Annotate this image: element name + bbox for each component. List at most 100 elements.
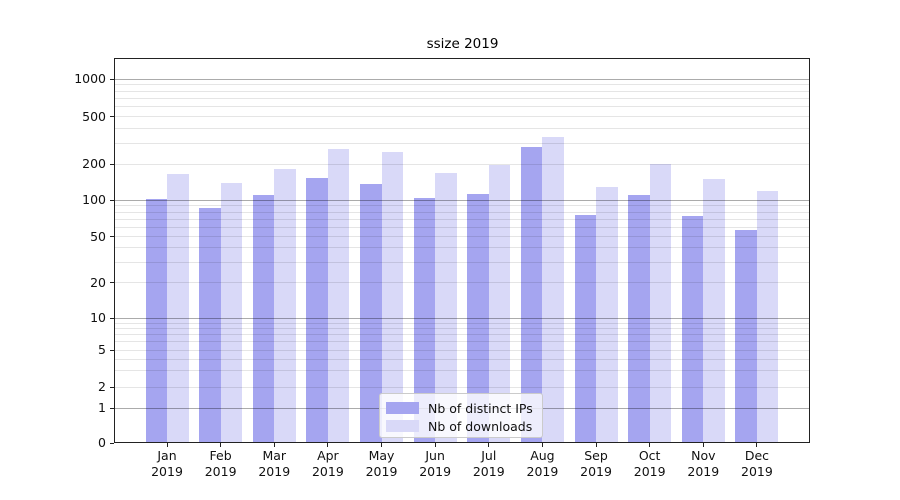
x-tick-month: Apr <box>317 448 339 463</box>
bar-downloads <box>435 173 457 443</box>
x-tick-year: 2019 <box>472 464 505 479</box>
x-tick-month: Nov <box>691 448 716 463</box>
y-tick-mark <box>110 282 114 284</box>
y-tick-label: 20 <box>90 274 106 290</box>
x-tick-year: 2019 <box>687 464 720 479</box>
legend-swatch-distinct-ips <box>386 402 419 414</box>
legend-swatch-downloads <box>386 420 419 432</box>
legend: Nb of distinct IPs Nb of downloads <box>379 393 543 438</box>
x-tick-mark <box>273 443 275 447</box>
bar-distinct-ips <box>360 184 382 443</box>
minor-gridline <box>115 370 809 372</box>
x-tick-month: Jan <box>157 448 177 463</box>
x-tick-month: Oct <box>638 448 661 463</box>
minor-gridline <box>115 116 809 118</box>
minor-gridline <box>115 334 809 336</box>
x-tick-year: 2019 <box>151 464 183 479</box>
x-tick-mark <box>166 443 168 447</box>
x-tick-label: Oct 2019 <box>618 448 682 480</box>
y-tick-mark <box>110 407 114 409</box>
minor-gridline <box>115 247 809 249</box>
x-tick-label: Dec 2019 <box>725 448 789 480</box>
minor-gridline <box>115 236 809 238</box>
minor-gridline <box>115 84 809 86</box>
chart-title: ssize 2019 <box>426 36 499 52</box>
x-tick-month: Sep <box>584 448 608 463</box>
bar-downloads <box>488 165 511 443</box>
legend-item-downloads: Nb of downloads <box>386 417 536 435</box>
bar-downloads <box>596 186 618 443</box>
minor-gridline <box>115 211 809 213</box>
bar-distinct-ips <box>520 146 543 443</box>
y-tick-mark <box>110 386 114 388</box>
x-tick-mark <box>220 443 222 447</box>
minor-gridline <box>115 142 809 144</box>
bar-distinct-ips <box>306 177 328 443</box>
bar-distinct-ips <box>199 208 221 443</box>
y-tick-label: 100 <box>82 192 106 208</box>
y-tick-label: 10 <box>90 310 106 326</box>
y-tick-label: 0 <box>98 435 106 450</box>
x-tick-year: 2019 <box>258 464 291 479</box>
minor-gridline <box>115 282 809 284</box>
y-tick-mark <box>110 163 114 165</box>
bar-distinct-ips <box>145 198 167 443</box>
bar-downloads <box>274 169 296 443</box>
minor-gridline <box>115 358 809 360</box>
legend-item-distinct-ips: Nb of distinct IPs <box>386 399 536 417</box>
minor-gridline <box>115 205 809 207</box>
bar-distinct-ips <box>467 194 489 443</box>
y-tick-label: 2 <box>98 379 106 395</box>
major-gridline <box>115 78 809 80</box>
x-tick-month: Jul <box>481 448 497 463</box>
x-tick-month: Aug <box>530 448 555 463</box>
x-tick-label: May 2019 <box>350 448 414 480</box>
bar-downloads <box>167 174 189 443</box>
legend-label-downloads: Nb of downloads <box>428 418 533 434</box>
x-tick-mark <box>595 443 597 447</box>
y-tick-mark <box>110 349 114 351</box>
y-tick-label: 1000 <box>74 71 106 86</box>
y-tick-label: 200 <box>82 156 106 172</box>
y-tick-label: 5 <box>98 342 106 357</box>
x-tick-label: Nov 2019 <box>671 448 735 480</box>
bar-distinct-ips <box>413 198 436 443</box>
y-tick-mark <box>110 116 114 118</box>
x-tick-month: Dec <box>744 448 770 463</box>
bar-distinct-ips <box>735 229 757 443</box>
minor-gridline <box>115 322 809 324</box>
x-tick-year: 2019 <box>365 464 398 479</box>
x-tick-mark <box>702 443 704 447</box>
x-tick-mark <box>756 443 758 447</box>
minor-gridline <box>115 341 809 343</box>
x-tick-month: May <box>368 448 395 463</box>
y-tick-mark <box>110 442 114 444</box>
x-tick-mark <box>434 443 436 447</box>
x-tick-mark <box>488 443 490 447</box>
minor-gridline <box>115 106 809 108</box>
x-tick-label: Feb 2019 <box>189 448 253 480</box>
y-tick-mark <box>110 236 114 238</box>
x-tick-month: Feb <box>209 448 232 463</box>
y-tick-label: 500 <box>82 108 106 124</box>
x-tick-label: Apr 2019 <box>296 448 360 480</box>
x-tick-year: 2019 <box>741 464 773 479</box>
y-tick-label: 1 <box>98 400 106 416</box>
bar-downloads <box>542 136 564 443</box>
x-tick-year: 2019 <box>311 464 344 479</box>
x-tick-year: 2019 <box>633 464 666 479</box>
bar-distinct-ips <box>681 216 704 443</box>
minor-gridline <box>115 163 809 165</box>
x-tick-label: Sep 2019 <box>564 448 628 480</box>
x-tick-mark <box>649 443 651 447</box>
x-tick-month: Jun <box>425 448 445 463</box>
bar-downloads <box>327 148 350 443</box>
minor-gridline <box>115 328 809 329</box>
minor-gridline <box>115 226 809 228</box>
bar-downloads <box>756 191 779 443</box>
x-tick-year: 2019 <box>204 464 237 479</box>
minor-gridline <box>115 218 809 220</box>
x-tick-label: Jan 2019 <box>135 448 199 480</box>
y-tick-label: 50 <box>90 228 106 244</box>
